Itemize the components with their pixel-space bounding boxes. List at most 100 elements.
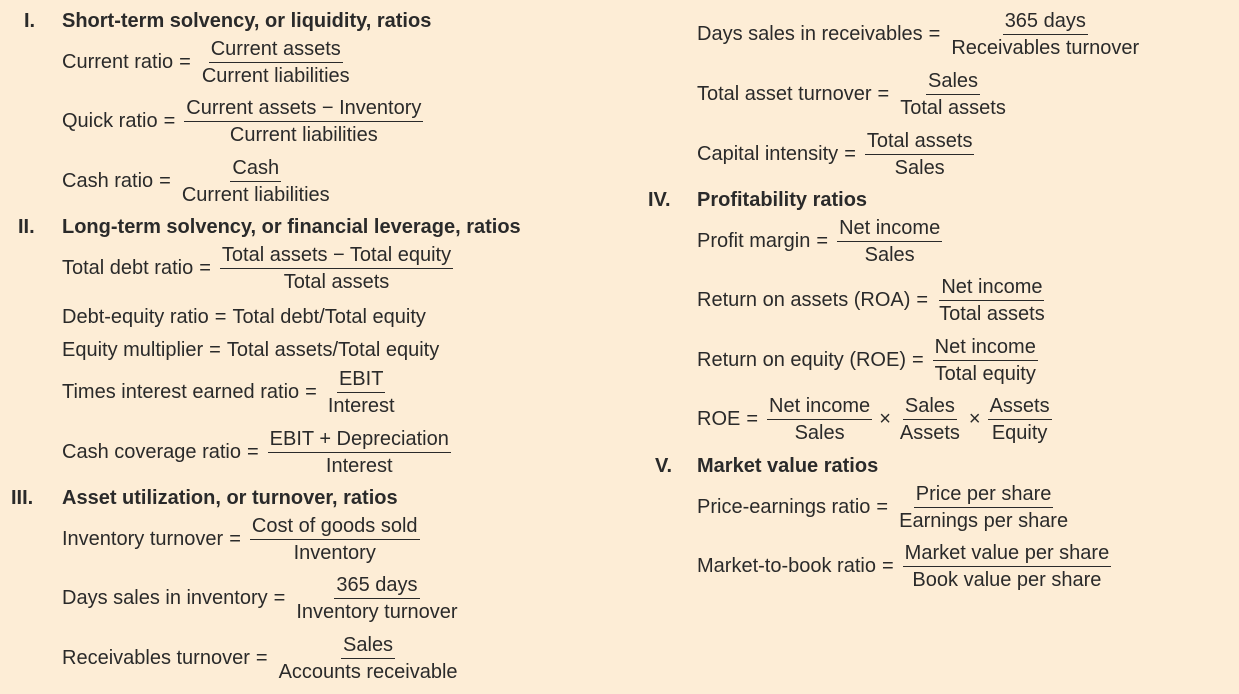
equals-sign: = [179,51,191,73]
formula-quick-ratio: Quick ratio = Current assets − Inventory… [62,97,426,146]
section-number: V. [655,455,673,477]
fraction: Sales Total assets [898,70,1008,119]
denominator: Current liabilities [181,184,330,206]
denominator: Accounts receivable [278,661,458,683]
section-title: Profitability ratios [697,189,868,211]
numerator: Total assets [864,130,975,155]
fraction: Price per share Earnings per share [897,483,1070,532]
equals-sign: = [881,555,894,577]
formula-label: Days sales in receivables [697,23,923,45]
formula-label: Times interest earned ratio [62,381,300,403]
formula-receivables-turnover: Receivables turnover = Sales Accounts re… [62,634,463,683]
fraction: Market value per share Book value per sh… [902,542,1112,591]
section-title: Market value ratios [697,455,879,477]
equals-sign: = [844,143,856,165]
formula-profit-margin: Profit margin = Net income Sales [697,217,945,266]
formula-cash-ratio: Cash ratio = Cash Current liabilities [62,157,335,206]
formula-label: Receivables turnover [62,647,250,669]
equals-sign: = [255,647,268,669]
numerator: Assets [987,395,1052,420]
fraction: Cost of goods sold Inventory [249,515,420,564]
formula-label: Market-to-book ratio [697,555,876,577]
equals-sign: = [273,587,286,609]
fraction: Total assets − Total equity Total assets [219,244,454,293]
denominator: Total assets [283,271,390,293]
fraction: Total assets Sales [864,130,975,179]
numerator: Cash [230,157,282,182]
formula-label: Equity multiplier [62,339,204,361]
denominator: Interest [325,455,393,477]
denominator: Total assets [900,97,1006,119]
formula-debt-equity-ratio: Debt-equity ratio = Total debt/Total equ… [62,305,426,329]
formula-cash-coverage-ratio: Cash coverage ratio = EBIT + Depreciatio… [62,428,454,477]
denominator: Sales [864,244,915,266]
formula-label: Total debt ratio [62,257,194,279]
equals-sign: = [229,528,241,550]
denominator: Total assets [939,303,1045,325]
equals-sign: = [209,338,221,361]
denominator: Receivables turnover [951,37,1140,59]
equals-sign: = [305,381,317,403]
equals-sign: = [159,170,171,192]
numerator: Sales [926,70,981,95]
numerator: EBIT + Depreciation [267,428,451,453]
section-number: II. [18,216,35,238]
section-title: Asset utilization, or turnover, ratios [62,487,398,509]
formula-market-to-book: Market-to-book ratio = Market value per … [697,542,1114,591]
equals-sign: = [214,305,227,328]
fraction: Net income Sales [837,217,943,266]
numerator: Total assets − Total equity [219,244,454,269]
formula-label: Price-earnings ratio [697,496,871,518]
formula-expression: Total assets/Total equity [226,339,440,361]
fraction: Current assets − Inventory Current liabi… [184,97,424,146]
formula-total-debt-ratio: Total debt ratio = Total assets − Total … [62,244,456,293]
denominator: Sales [794,422,845,444]
formula-label: Current ratio [62,51,174,73]
times-sign: × [879,408,891,430]
denominator: Interest [327,395,395,417]
formula-label: Days sales in inventory [62,587,268,609]
formula-equity-multiplier: Equity multiplier = Total assets/Total e… [62,338,439,362]
fraction: Current assets Current liabilities [200,38,352,87]
formula-pe-ratio: Price-earnings ratio = Price per share E… [697,483,1073,532]
fraction: Sales Assets [898,395,962,444]
numerator: Cost of goods sold [249,515,420,540]
times-sign: × [968,408,981,430]
formula-label: Debt-equity ratio [62,306,209,328]
section-number: I. [24,10,36,32]
section-number: III. [11,487,34,509]
formula-label: Inventory turnover [62,528,224,550]
numerator: Current assets − Inventory [184,97,424,122]
formula-roa: Return on assets (ROA) = Net income Tota… [697,276,1050,325]
fraction: Net income Sales [767,395,873,444]
denominator: Earnings per share [899,510,1069,532]
equals-sign: = [911,349,924,371]
equals-sign: = [163,110,176,132]
formula-label: Capital intensity [697,143,839,165]
formula-label: Total asset turnover [697,83,872,105]
fraction: Net income Total assets [937,276,1047,325]
formula-label: Return on equity (ROE) [697,349,906,371]
fraction: 365 days Receivables turnover [949,10,1141,59]
equals-sign: = [916,289,929,311]
denominator: Total equity [934,363,1036,385]
fraction: Cash Current liabilities [180,157,332,206]
denominator: Inventory turnover [296,601,458,623]
equals-sign: = [816,230,829,252]
section-title: Short-term solvency, or liquidity, ratio… [62,10,432,32]
denominator: Current liabilities [201,65,350,87]
denominator: Sales [894,157,945,179]
numerator: Price per share [913,483,1054,508]
formula-expression: Total debt/Total equity [232,306,426,328]
formula-days-sales-inventory: Days sales in inventory = 365 days Inven… [62,574,463,623]
equals-sign: = [928,23,941,45]
formula-label: Cash ratio [62,170,154,192]
equals-sign: = [246,441,259,463]
formula-current-ratio: Current ratio = Current assets Current l… [62,38,355,87]
numerator: Sales [341,634,396,659]
equals-sign: = [876,496,889,518]
formula-capital-intensity: Capital intensity = Total assets Sales [697,130,977,179]
section-number: IV. [648,189,671,211]
fraction: Net income Total equity [932,336,1038,385]
denominator: Assets [899,422,960,444]
